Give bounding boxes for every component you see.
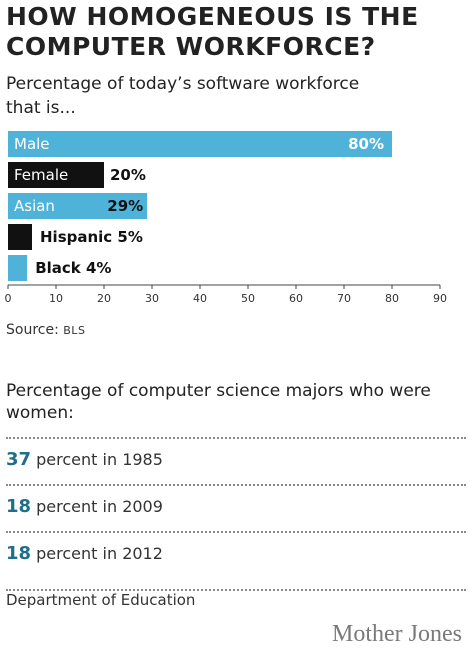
section-source: Department of Education [6, 589, 466, 609]
x-tick-label: 80 [385, 292, 399, 305]
source-prefix: Source: [6, 322, 64, 338]
stat-number: 18 [6, 496, 32, 517]
x-tick-label: 30 [145, 292, 159, 305]
category-label: Asian [14, 197, 55, 215]
chart-source: Source: BLS [6, 322, 85, 338]
bars-layer: Male 80% Female 20% Asian 29% Hispanic 5% Black… [8, 131, 392, 281]
stat-row-1985: 37 percent in 1985 [6, 437, 466, 477]
category-label: Female [14, 166, 68, 184]
x-tick-label: 0 [5, 292, 12, 305]
stat-text: percent in 2012 [31, 544, 163, 563]
category-value-label: Black 4% [35, 259, 111, 277]
category-value-label: Hispanic 5% [40, 228, 143, 246]
value-label: 29% [107, 197, 143, 215]
x-tick-label: 70 [337, 292, 351, 305]
bar-hispanic [8, 224, 32, 250]
bar-female [8, 162, 104, 188]
bar-chart: Male 80% Female 20% Asian 29% Hispanic 5% Black… [5, 131, 447, 305]
stat-number: 18 [6, 543, 32, 564]
stat-number: 37 [6, 449, 32, 470]
source-name: BLS [63, 324, 86, 337]
value-label: 80% [348, 135, 384, 153]
section-heading: Percentage of computer science majors wh… [6, 381, 431, 423]
x-tick-label: 10 [49, 292, 63, 305]
bar-asian [8, 193, 148, 219]
value-label: 20% [110, 166, 146, 184]
section-source-text: Department of Education [6, 591, 196, 609]
stat-row-2009: 18 percent in 2009 [6, 484, 466, 524]
x-tick-label: 50 [241, 292, 255, 305]
stat-text: percent in 1985 [31, 450, 163, 469]
stat-row-2012: 18 percent in 2012 [6, 531, 466, 571]
bar-male [8, 131, 392, 157]
chart-subtitle: Percentage of today’s software workforce… [6, 74, 360, 118]
brand-logo: Mother Jones [332, 621, 462, 647]
x-tick-label: 60 [289, 292, 303, 305]
x-axis: 0 10 20 30 40 50 60 70 80 90 [5, 284, 447, 305]
x-tick-label: 90 [433, 292, 447, 305]
x-tick-label: 20 [97, 292, 111, 305]
chart-title: HOW HOMOGENEOUS IS THE COMPUTER WORKFORC… [6, 2, 419, 61]
stat-text: percent in 2009 [31, 497, 163, 516]
category-label: Male [14, 135, 50, 153]
x-tick-label: 40 [193, 292, 207, 305]
bar-black [8, 255, 28, 281]
